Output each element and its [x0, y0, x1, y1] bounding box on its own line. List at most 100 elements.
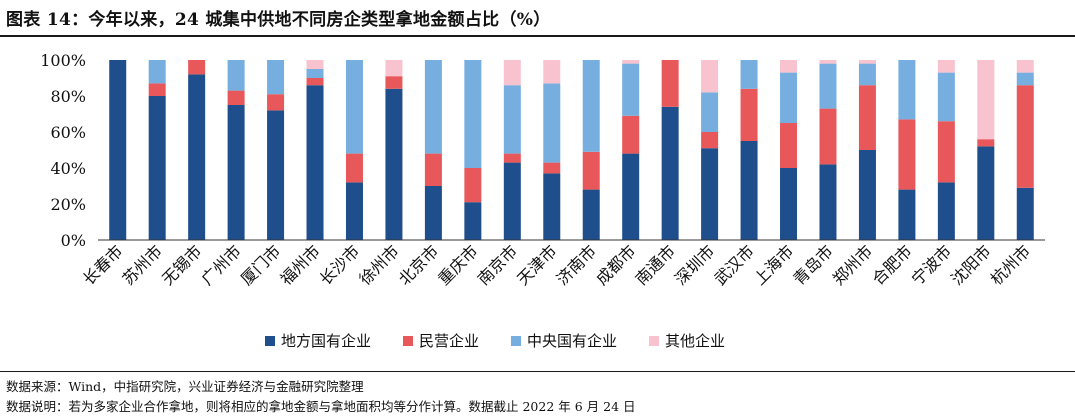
- bar-segment: [464, 60, 482, 168]
- bar-segment: [267, 110, 285, 241]
- bar-segment: [464, 202, 482, 240]
- bar-segment: [977, 146, 995, 240]
- bar-segment: [503, 153, 521, 163]
- bar-segment: [661, 60, 679, 107]
- bar-segment: [937, 121, 955, 183]
- bar-segment: [937, 60, 955, 73]
- legend-label: 中央国有企业: [527, 332, 618, 350]
- y-tick-label: 20%: [50, 195, 86, 214]
- x-tick-label: 杭州市: [987, 241, 1034, 288]
- bar-segment: [977, 139, 995, 147]
- bar-segment: [188, 60, 206, 75]
- x-tick-label: 上海市: [750, 241, 797, 288]
- x-axis: 长春市苏州市无锡市广州市厦门市福州市长沙市徐州市北京市重庆市南京市天津市济南市成…: [79, 239, 1045, 289]
- title-divider: [0, 35, 1075, 37]
- bar-segment: [109, 60, 127, 240]
- y-tick-label: 80%: [50, 87, 86, 106]
- y-axis: 0% 20% 40% 60% 80% 100%: [40, 51, 86, 250]
- bar-segment: [503, 85, 521, 154]
- x-tick-label: 宁波市: [908, 241, 955, 288]
- legend-label: 其他企业: [665, 332, 726, 350]
- x-tick-label: 广州市: [198, 241, 245, 288]
- legend-item-other: 其他企业: [649, 330, 725, 351]
- legend-item-local-soe: 地方国有企业: [265, 330, 371, 351]
- bar-segment: [1016, 72, 1034, 86]
- bar-segment: [306, 60, 324, 69]
- bar-segment: [780, 72, 798, 123]
- bar-segment: [385, 60, 403, 77]
- bar-segment: [740, 60, 758, 89]
- bar-segment: [898, 119, 916, 190]
- x-tick-label: 郑州市: [829, 241, 876, 288]
- bar-segment: [345, 60, 363, 154]
- y-tick-label: 60%: [50, 123, 86, 142]
- bar-segment: [977, 60, 995, 140]
- x-tick-label: 苏州市: [119, 241, 166, 288]
- bars: [109, 60, 1034, 241]
- legend-swatch-local-soe: [265, 335, 275, 346]
- bar-segment: [582, 151, 600, 190]
- bar-segment: [780, 168, 798, 240]
- bar-segment: [464, 168, 482, 203]
- bar-segment: [543, 173, 561, 240]
- x-tick-label: 无锡市: [158, 241, 205, 288]
- bar-segment: [148, 96, 166, 240]
- bar-segment: [740, 88, 758, 141]
- bar-segment: [622, 153, 640, 240]
- bar-segment: [937, 182, 955, 240]
- bar-segment: [582, 60, 600, 152]
- x-tick-label: 沈阳市: [947, 241, 994, 288]
- bar-segment: [503, 162, 521, 240]
- bar-segment: [424, 153, 442, 186]
- x-tick-label: 福州市: [276, 241, 323, 288]
- bar-segment: [424, 60, 442, 154]
- bar-segment: [267, 94, 285, 111]
- bar-segment: [661, 106, 679, 240]
- x-tick-label: 南京市: [474, 241, 521, 288]
- bar-segment: [819, 60, 837, 64]
- y-tick-label: 40%: [50, 159, 86, 178]
- x-tick-label: 长春市: [79, 241, 126, 288]
- bar-segment: [819, 63, 837, 109]
- bar-segment: [345, 182, 363, 240]
- chart-title: 图表 14：今年以来，24 城集中供地不同房企类型拿地金额占比（%）: [6, 10, 551, 30]
- stacked-bar-chart: 0% 20% 40% 60% 80% 100% 长春市苏州市无锡市广州市厦门市福州市长沙市…: [40, 51, 1045, 289]
- bar-segment: [819, 164, 837, 240]
- x-tick-label: 深圳市: [671, 241, 718, 288]
- bar-segment: [306, 78, 324, 86]
- x-tick-label: 重庆市: [434, 241, 481, 288]
- bar-segment: [385, 88, 403, 240]
- bar-segment: [385, 76, 403, 89]
- bar-segment: [898, 60, 916, 120]
- bar-segment: [740, 141, 758, 240]
- bar-segment: [701, 92, 719, 132]
- bar-segment: [345, 153, 363, 183]
- bar-segment: [543, 60, 561, 84]
- bar-segment: [306, 85, 324, 240]
- bar-segment: [622, 115, 640, 154]
- x-tick-label: 长沙市: [316, 241, 363, 288]
- legend-swatch-other: [649, 335, 660, 346]
- bar-segment: [227, 105, 245, 240]
- bar-segment: [898, 189, 916, 240]
- bar-segment: [937, 72, 955, 122]
- bar-segment: [227, 60, 245, 91]
- bar-segment: [543, 83, 561, 163]
- bar-segment: [582, 189, 600, 240]
- bar-segment: [701, 60, 719, 93]
- explanation-note: 数据说明：若为多家企业合作拿地，则将相应的拿地金额与拿地面积均等分作计算。数据截…: [6, 399, 636, 414]
- bar-segment: [424, 186, 442, 240]
- bar-segment: [148, 83, 166, 96]
- bar-segment: [622, 60, 640, 64]
- bar-segment: [858, 63, 876, 86]
- bar-segment: [858, 85, 876, 150]
- legend-item-private: 民营企业: [403, 330, 479, 351]
- legend: 地方国有企业 民营企业 中央国有企业 其他企业: [265, 330, 725, 351]
- x-tick-label: 合肥市: [868, 241, 915, 288]
- bar-segment: [1016, 85, 1034, 188]
- legend-item-central-soe: 中央国有企业: [511, 330, 617, 351]
- x-tick-label: 天津市: [513, 241, 560, 288]
- bar-segment: [858, 60, 876, 64]
- legend-swatch-private: [403, 335, 414, 346]
- legend-swatch-central-soe: [511, 335, 522, 346]
